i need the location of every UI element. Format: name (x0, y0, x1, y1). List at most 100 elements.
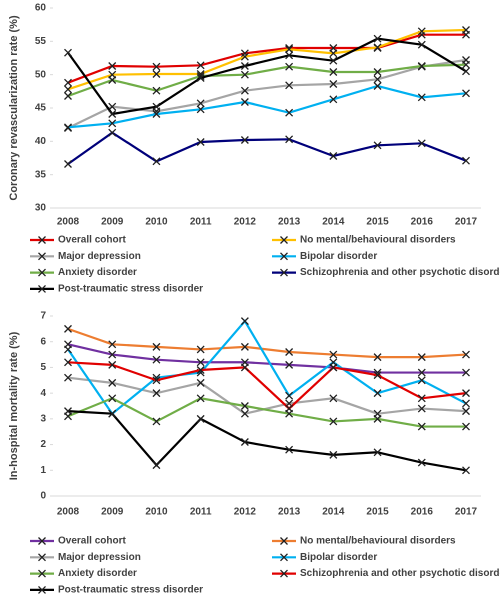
point-marker (64, 407, 72, 416)
point-marker (373, 371, 382, 380)
point-marker (152, 86, 161, 95)
point-marker (196, 345, 205, 354)
legend-marker (280, 268, 288, 277)
point-marker (196, 105, 205, 114)
point-marker (329, 152, 338, 160)
x-tick-label: 2013 (278, 507, 301, 518)
point-marker (108, 360, 117, 369)
point-marker (108, 394, 117, 403)
point-marker (108, 378, 117, 387)
y-tick-label: 5 (40, 362, 46, 373)
legend-marker (280, 236, 288, 244)
point-marker (373, 34, 382, 43)
point-marker (64, 92, 72, 100)
point-marker (152, 157, 161, 166)
x-tick-label: 2016 (411, 507, 434, 518)
point-marker (240, 402, 249, 410)
series-line (67, 327, 467, 359)
series-line (67, 28, 467, 91)
x-tick-label: 2015 (366, 507, 389, 518)
point-marker (285, 62, 294, 71)
point-marker (196, 358, 205, 367)
legend-label: Overall cohort (58, 536, 126, 547)
point-marker (462, 422, 470, 431)
point-marker (285, 404, 294, 413)
point-marker (64, 160, 72, 168)
point-marker (240, 363, 249, 372)
point-marker (462, 407, 470, 416)
x-tick-label: 2013 (278, 217, 301, 228)
series-line (67, 37, 467, 116)
legend-marker (38, 252, 46, 261)
point-marker (373, 414, 382, 423)
point-marker (373, 68, 382, 76)
point-marker (373, 141, 382, 150)
x-tick-label: 2012 (234, 217, 257, 228)
point-marker (196, 99, 205, 108)
point-marker (196, 366, 205, 374)
point-marker (285, 51, 294, 60)
point-marker (329, 450, 338, 459)
point-marker (108, 128, 117, 137)
point-marker (417, 93, 426, 102)
legend-marker (280, 252, 288, 261)
point-marker (196, 138, 205, 146)
point-marker (152, 417, 161, 426)
y-tick-label: 3 (40, 413, 46, 424)
legend-marker (38, 537, 46, 545)
point-marker (462, 26, 470, 34)
point-marker (373, 353, 382, 362)
legend-label: Overall cohort (58, 235, 126, 246)
series-line (67, 410, 467, 472)
point-marker (196, 414, 205, 423)
legend-marker (38, 236, 46, 244)
legend-label: Schizophrenia and other psychotic disord… (300, 267, 500, 278)
point-marker (329, 394, 338, 403)
point-marker (285, 81, 294, 90)
y-tick-label: 60 (35, 3, 47, 14)
point-marker (329, 80, 338, 88)
series-line (67, 131, 467, 165)
point-marker (285, 135, 294, 144)
point-marker (462, 368, 470, 377)
point-marker (373, 448, 382, 457)
series-line (67, 84, 467, 129)
x-tick-label: 2012 (234, 507, 257, 518)
x-tick-label: 2011 (190, 217, 212, 228)
point-marker (64, 78, 72, 87)
point-marker (417, 40, 426, 49)
point-marker (108, 62, 117, 70)
point-marker (108, 350, 117, 359)
y-tick-label: 6 (40, 336, 46, 347)
legend-marker (280, 553, 288, 562)
point-marker (285, 360, 294, 369)
point-marker (152, 102, 161, 111)
point-marker (462, 89, 470, 98)
legend-marker (38, 284, 46, 293)
point-marker (240, 62, 249, 70)
legend-marker (38, 585, 46, 594)
point-marker (152, 110, 161, 118)
y-tick-label: 50 (35, 69, 47, 80)
series-line (67, 58, 467, 129)
point-marker (152, 70, 161, 78)
series-line (67, 343, 466, 374)
point-marker (373, 75, 382, 84)
point-marker (462, 466, 470, 475)
x-tick-label: 2008 (57, 217, 80, 228)
point-marker (417, 353, 426, 362)
point-marker (196, 61, 205, 70)
series-line (67, 319, 467, 416)
legend-label: Schizophrenia and other psychotic disord… (300, 568, 500, 579)
point-marker (240, 317, 249, 326)
point-marker (108, 409, 117, 418)
series-line (67, 397, 466, 428)
x-tick-label: 2015 (366, 217, 389, 228)
legend-label: Major depression (58, 251, 141, 262)
point-marker (417, 394, 426, 403)
point-marker (240, 136, 249, 144)
y-tick-label: 45 (35, 103, 47, 114)
legend-label: Post-traumatic stress disorder (58, 585, 203, 596)
y-axis-title: In-hospital mortality rate (%) (8, 331, 20, 480)
point-marker (108, 76, 117, 84)
